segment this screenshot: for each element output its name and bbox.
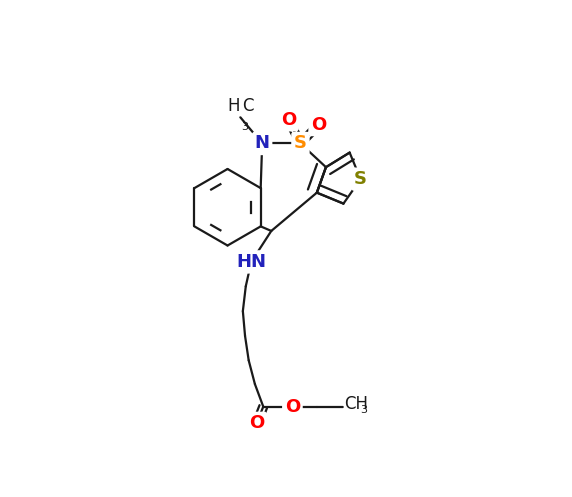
Text: CH: CH	[344, 396, 368, 414]
Text: O: O	[281, 111, 296, 129]
Text: O: O	[285, 398, 300, 415]
Text: S: S	[354, 170, 367, 188]
Text: 3: 3	[360, 405, 367, 414]
Text: H: H	[228, 97, 240, 115]
Text: O: O	[249, 414, 264, 432]
Text: S: S	[294, 135, 307, 153]
Text: C: C	[242, 97, 253, 115]
Text: 3: 3	[241, 122, 248, 132]
Text: HN: HN	[236, 253, 266, 271]
Text: O: O	[311, 115, 326, 134]
Text: N: N	[255, 135, 269, 153]
